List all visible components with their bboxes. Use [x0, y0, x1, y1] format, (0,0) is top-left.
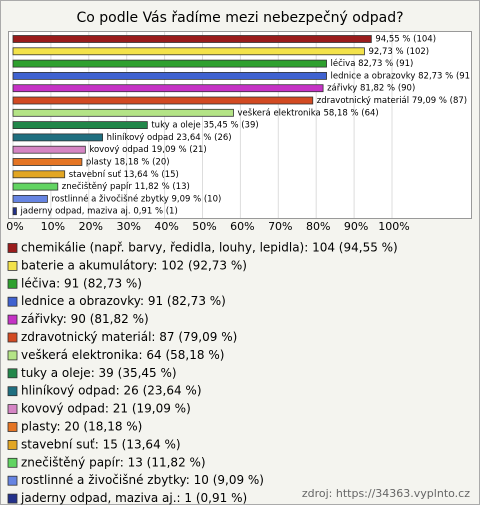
x-tick-label: 50% — [192, 220, 216, 233]
x-tick-label: 100% — [378, 220, 409, 233]
legend-swatch — [7, 457, 18, 468]
legend-label: zářivky: 90 (81,82 %) — [21, 312, 149, 326]
x-tick-label: 10% — [41, 220, 65, 233]
bar — [12, 182, 59, 191]
value-label: veškerá elektronika 58,18 % (64) — [238, 107, 379, 118]
legend-swatch — [7, 422, 18, 432]
value-label: 92,73 % (102) — [368, 47, 429, 57]
legend-swatch — [7, 243, 18, 253]
value-label: plasty 18,18 % (20) — [86, 158, 170, 168]
bar — [12, 84, 324, 93]
x-tick-label: 20% — [79, 220, 103, 233]
value-label: znečištěný papír 11,82 % (13) — [62, 181, 190, 192]
legend-swatch — [7, 493, 18, 504]
bar — [12, 96, 314, 105]
legend-swatch — [7, 296, 18, 307]
legend-label: plasty: 20 (18,18 %) — [21, 420, 142, 434]
x-tick-label: 80% — [306, 220, 330, 233]
plot: 94,55 % (104) 92,73 % (102)léčiva 82,73 %… — [12, 32, 471, 218]
legend-swatch — [7, 439, 18, 450]
x-tick-label: 90% — [344, 220, 368, 233]
value-label: tuky a oleje 35,45 % (39) — [151, 121, 258, 131]
legend-swatch — [7, 368, 18, 379]
legend-label: baterie a akumulátory: 102 (92,73 %) — [21, 258, 247, 272]
bar — [12, 207, 17, 216]
legend-swatch — [7, 475, 18, 486]
legend-swatch — [7, 314, 18, 325]
value-label: zářivky 81,82 % (90) — [327, 84, 415, 94]
legend-label: stavební suť: 15 (13,64 %) — [21, 437, 181, 451]
legend-label: znečištěný papír: 13 (11,82 %) — [21, 455, 206, 469]
legend-swatch — [7, 350, 18, 361]
legend-label: hliníkový odpad: 26 (23,64 %) — [21, 384, 202, 398]
bar — [12, 133, 103, 142]
value-label: 94,55 % (104) — [375, 35, 436, 45]
bar — [12, 158, 83, 166]
bar — [12, 108, 234, 117]
bar — [12, 194, 48, 203]
legend-swatch — [7, 332, 18, 343]
bar — [12, 145, 86, 154]
legend-label: kovový odpad: 21 (19,09 %) — [21, 402, 191, 416]
value-label: rostlinné a živočišné zbytky 9,09 % (10) — [51, 193, 221, 204]
legend-swatch — [7, 260, 18, 271]
legend-label: zdravotnický materiál: 87 (79,09 %) — [21, 330, 237, 344]
legend-label: jaderny odpad, maziva aj.: 1 (0,91 %) — [20, 491, 247, 505]
x-tick-label: 70% — [268, 220, 292, 233]
legend-label: veškerá elektronika: 64 (58,18 %) — [21, 348, 224, 362]
value-label: lednice a obrazovky 82,73 % (91 — [331, 71, 471, 81]
legend-label: rostlinné a živočišné zbytky: 10 (9,09 %… — [21, 473, 264, 487]
legend-label: lednice a obrazovky: 91 (82,73 %) — [21, 294, 226, 308]
legend-label: tuky a oleje: 39 (35,45 %) — [21, 366, 177, 380]
value-label: léčiva 82,73 % (91) — [331, 58, 414, 69]
value-label: zdravotnický materiál 79,09 % (87) — [317, 96, 467, 106]
bar — [12, 47, 365, 56]
bar — [12, 35, 372, 43]
bar — [12, 121, 148, 129]
value-label: stavební suť 13,64 % (15) — [69, 170, 179, 180]
bar — [12, 170, 66, 179]
x-tick-label: 30% — [116, 220, 140, 233]
legend-label: chemikálie (např. barvy, ředidla, louhy,… — [21, 241, 398, 255]
legend-swatch — [7, 278, 18, 289]
value-label: kovový odpad 19,09 % (21) — [89, 145, 206, 155]
legend-label: léčiva: 91 (82,73 %) — [21, 276, 142, 290]
bar — [12, 59, 327, 68]
legend-swatch — [7, 386, 18, 397]
bar — [12, 72, 327, 80]
chart-title: Co podle Vás řadíme mezi nebezpečný odpa… — [76, 10, 403, 26]
source: zdroj: https://34363.vyplnto.cz — [302, 487, 470, 500]
value-label: hliníkový odpad 23,64 % (26) — [107, 133, 232, 143]
value-label: jaderny odpad, maziva aj. 0,91 % (1) — [19, 207, 177, 217]
x-tick-label: 40% — [154, 220, 178, 233]
x-tick-label: 60% — [230, 220, 254, 233]
legend-swatch — [7, 404, 18, 415]
x-tick-label: 0% — [6, 220, 23, 233]
